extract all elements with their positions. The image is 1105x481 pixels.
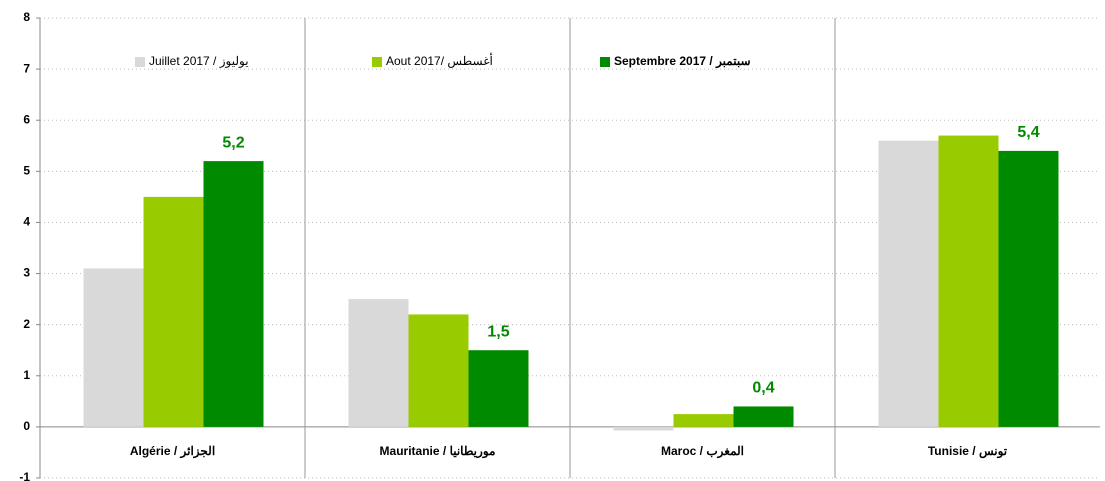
x-tick-label: Maroc / المغرب xyxy=(661,444,744,459)
y-tick-label: 6 xyxy=(23,112,30,126)
bar xyxy=(203,161,264,427)
bar xyxy=(998,150,1059,427)
y-tick-label: -1 xyxy=(19,470,30,481)
x-tick-label: Algérie / الجزائر xyxy=(130,444,215,459)
legend-swatch xyxy=(135,57,145,67)
bar xyxy=(938,135,999,427)
y-tick-label: 7 xyxy=(23,61,30,75)
bar xyxy=(468,350,529,427)
y-tick-label: 5 xyxy=(23,164,30,178)
legend-swatch xyxy=(372,57,382,67)
x-tick-label: Tunisie / تونس xyxy=(928,444,1008,459)
value-label: 5,2 xyxy=(222,134,244,151)
value-label: 5,4 xyxy=(1017,124,1039,141)
x-tick-label: Mauritanie / موريطانيا xyxy=(380,444,496,459)
y-tick-label: 0 xyxy=(23,419,30,433)
value-label: 0,4 xyxy=(752,380,774,397)
y-tick-label: 4 xyxy=(23,215,30,229)
legend-swatch xyxy=(600,57,610,67)
bar xyxy=(673,414,734,427)
bar xyxy=(878,140,939,427)
legend-label: يوليوز / Juillet 2017 xyxy=(149,54,249,68)
bar xyxy=(408,314,469,427)
legend-label: سبتمبر / Septembre 2017 xyxy=(614,54,751,69)
y-tick-label: 2 xyxy=(23,317,30,331)
bar xyxy=(348,299,409,427)
y-tick-label: 8 xyxy=(23,10,30,24)
bar xyxy=(143,196,204,427)
bar xyxy=(733,406,794,427)
legend-label: أغسطس /Aout 2017 xyxy=(386,53,493,68)
bar xyxy=(83,268,144,427)
y-tick-label: 3 xyxy=(23,266,30,280)
bar xyxy=(613,426,674,431)
value-label: 1,5 xyxy=(487,323,509,340)
y-tick-label: 1 xyxy=(23,368,30,382)
